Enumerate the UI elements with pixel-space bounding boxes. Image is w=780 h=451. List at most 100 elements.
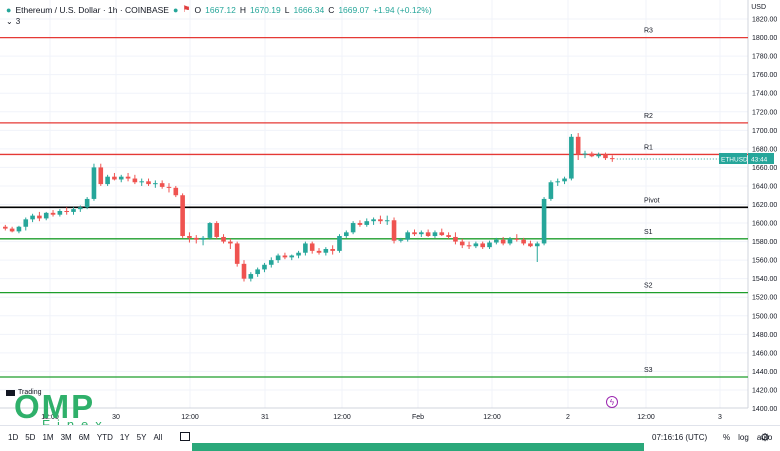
candle (603, 152, 608, 160)
symbol-tag: ETHUSD (721, 156, 748, 163)
time-tick-label: 2 (566, 414, 570, 421)
candle (507, 236, 513, 246)
candle (528, 240, 533, 248)
candle-body (405, 232, 410, 240)
candle-body (268, 260, 274, 265)
candle (57, 209, 63, 217)
utc-clock[interactable]: 07:16:16 (UTC) (652, 433, 708, 442)
candle-body (105, 176, 110, 185)
candle (575, 133, 581, 160)
candle (466, 241, 472, 250)
candle-body (9, 228, 15, 232)
candle (521, 237, 526, 246)
price-tick-label: 1600.00 (752, 221, 777, 228)
symbol-title[interactable]: Ethereum / U.S. Dollar · 1h · COINBASE (15, 4, 169, 15)
time-tick-label: 12:00 (637, 414, 655, 421)
gear-icon[interactable]: ⚙ (760, 432, 770, 444)
candle-body (603, 154, 608, 159)
price-tick-label: 1520.00 (752, 295, 777, 302)
candle (548, 180, 554, 201)
calendar-icon[interactable] (180, 432, 190, 441)
candle-body (344, 232, 349, 237)
candle-body (125, 176, 131, 179)
candle (78, 205, 83, 212)
candle (282, 252, 288, 260)
candle-body (64, 210, 69, 212)
candle (562, 176, 567, 185)
live-dot-icon: ● (172, 4, 179, 15)
accent-strip (192, 443, 644, 451)
tradingview-text: Trading (18, 389, 42, 396)
candle-body (139, 181, 144, 183)
tradingview-logo[interactable]: Trading (6, 389, 41, 396)
candle-body (316, 250, 322, 253)
price-tick-label: 1680.00 (752, 146, 777, 153)
alert-flag-icon[interactable]: ⚑ (182, 4, 191, 14)
range-6m[interactable]: 6M (78, 433, 90, 442)
range-5d[interactable]: 5D (25, 433, 36, 442)
candle (64, 207, 69, 215)
range-all[interactable]: All (153, 433, 163, 442)
candle-body (282, 255, 288, 258)
candle-body (521, 239, 526, 244)
candle (207, 222, 213, 240)
currency-label[interactable]: USD (751, 4, 766, 11)
open-value: 1667.12 (205, 4, 236, 15)
lightning-icon[interactable]: ϟ (606, 396, 618, 408)
candle (473, 241, 479, 249)
candle-body (57, 210, 63, 215)
range-3m[interactable]: 3M (60, 433, 72, 442)
candle-body (514, 238, 520, 240)
candle (425, 229, 431, 237)
candle-body (207, 223, 213, 238)
level-label-r1: R1 (644, 144, 653, 151)
candle (446, 232, 451, 239)
range-1m[interactable]: 1M (42, 433, 54, 442)
candle-body (541, 198, 547, 244)
price-tick-label: 1480.00 (752, 332, 777, 339)
candle (187, 232, 192, 243)
indicators-toggle[interactable]: ⌄ 3 (6, 17, 20, 26)
candle (71, 207, 76, 215)
time-tick-label: 30 (112, 414, 120, 421)
level-label-s1: S1 (644, 229, 653, 236)
grid (0, 0, 748, 408)
range-1y[interactable]: 1Y (119, 433, 130, 442)
candle-body (248, 274, 254, 279)
candle (289, 254, 295, 261)
candle (350, 221, 356, 235)
time-tick-label: 12:00 (483, 414, 501, 421)
candle (221, 234, 226, 244)
candle (296, 250, 301, 259)
candle (494, 237, 499, 245)
candle-body (589, 153, 595, 157)
price-tick-label: 1440.00 (752, 369, 777, 376)
range-1d[interactable]: 1D (8, 433, 19, 442)
low-value: 1666.34 (293, 4, 325, 15)
range-5y[interactable]: 5Y (136, 433, 147, 442)
price-tick-label: 1400.00 (752, 406, 777, 413)
log-scale-toggle[interactable]: log (738, 433, 749, 442)
range-ytd[interactable]: YTD (96, 433, 113, 442)
level-label-pivot: Pivot (644, 197, 660, 204)
auto-scale-toggle[interactable]: auto (756, 433, 773, 442)
candle-body (16, 226, 22, 232)
candle-body (303, 243, 308, 253)
time-tick-label: Feb (412, 414, 424, 421)
candle (378, 215, 383, 224)
candle-body (23, 219, 29, 227)
price-tick-label: 1700.00 (752, 128, 777, 135)
candle (589, 151, 595, 158)
price-tick-label: 1660.00 (752, 165, 777, 172)
candle-body (146, 181, 151, 185)
candle-body (330, 249, 335, 251)
candle-body (153, 183, 158, 185)
candle (596, 152, 601, 159)
candle (139, 178, 144, 186)
price-tick-label: 1760.00 (752, 72, 777, 79)
candle-body (384, 220, 390, 222)
percent-scale-toggle[interactable]: % (723, 433, 731, 442)
candle (255, 267, 260, 277)
close-label: C (328, 4, 335, 15)
